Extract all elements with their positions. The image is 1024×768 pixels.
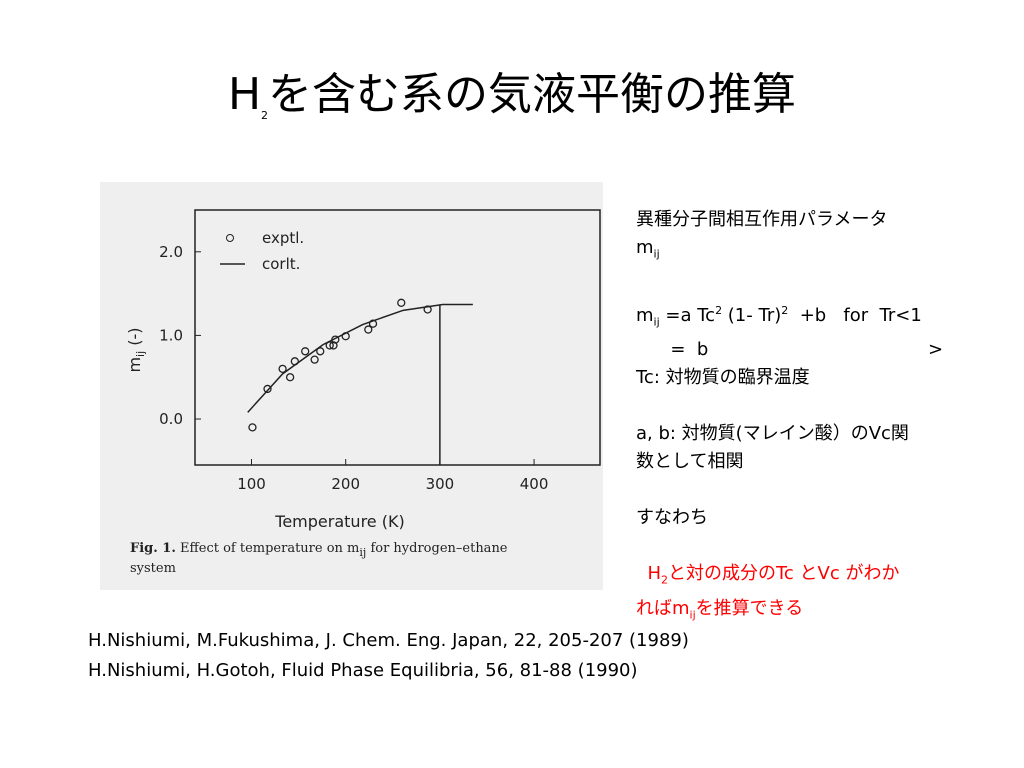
text-line: すなわち [636, 504, 996, 532]
data-point [310, 355, 319, 364]
text-run: (1- Tr) [722, 304, 782, 326]
x-axis-label: Temperature (K) [274, 512, 404, 531]
text-line: mij =a Tc2 (1- Tr)2 +b for Tr<1 [636, 297, 996, 337]
text-run: ij [653, 247, 660, 261]
text-line: Tc: 対物質の臨界温度 [636, 364, 996, 392]
text-run: ij [359, 546, 366, 559]
text-run: 2 [715, 303, 723, 317]
text-run: を含む系の気液平衡の推算 [268, 69, 797, 120]
text-run: と対の成分のTc とVc がわか [667, 563, 900, 585]
text-run: m [636, 237, 654, 258]
text-run: ij [134, 351, 147, 357]
y-tick-label: 2.0 [159, 243, 183, 261]
text-block: mij =a Tc2 (1- Tr)2 +b for Tr<1 = b > Tc: … [636, 297, 996, 393]
side-text: 異種分子間相互作用パラメータ mij mij =a Tc2 (1- Tr)2 +b … [636, 206, 996, 657]
text-run: Effect of temperature on m [176, 541, 359, 556]
data-point [301, 347, 310, 356]
text-line: a, b: 対物質(マレイン酸）のVc関 [636, 420, 996, 448]
legend-marker [226, 234, 234, 242]
text-block: すなわち [636, 504, 996, 532]
text-line: = b > [636, 336, 996, 364]
text-run: 数として相関 [636, 451, 744, 473]
text-run: a, b: 対物質(マレイン酸）のVc関 [636, 423, 909, 445]
y-tick-label: 0.0 [159, 410, 183, 428]
x-tick-label: 400 [520, 475, 549, 493]
text-run: for hydrogen–ethane [366, 541, 507, 556]
data-point [248, 423, 257, 432]
text-line: 数として相関 [636, 448, 996, 476]
text-block: 異種分子間相互作用パラメータ mij [636, 206, 996, 269]
slide-title: H2を含む系の気液平衡の推算 [0, 58, 1024, 122]
data-point [316, 347, 325, 356]
references: H.Nishiumi, M.Fukushima, J. Chem. Eng. J… [88, 626, 689, 686]
text-run: =a Tc [659, 304, 716, 326]
data-point [263, 384, 272, 394]
figure-background [100, 182, 603, 590]
text-run: (-) [125, 327, 144, 350]
text-line: ればmijを推算できる [636, 595, 996, 630]
text-run: 異種分子間相互作用パラメータ [636, 209, 888, 230]
text-run: system [130, 561, 176, 576]
text-run: を推算できる [695, 597, 804, 619]
text-run: m [672, 597, 690, 619]
text-run: Tc: 対物質の臨界温度 [636, 367, 810, 389]
data-point [329, 341, 338, 350]
text-run: m [125, 357, 144, 373]
text-run: れば [636, 597, 672, 619]
text-run: Fig. 1. [130, 541, 176, 556]
y-axis-label: mij (-) [125, 327, 147, 372]
figure-caption: system [130, 561, 176, 576]
text-line: mij [636, 234, 996, 269]
legend-label: exptl. [262, 229, 304, 247]
reference: H.Nishiumi, H.Gotoh, Fluid Phase Equilib… [88, 660, 638, 681]
right-text: > [928, 339, 944, 361]
text-line: H2と対の成分のTc とVc がわか [636, 560, 996, 595]
text-run: H [227, 69, 262, 120]
text-run: 2 [660, 573, 668, 587]
x-tick-label: 100 [237, 475, 266, 493]
text-run: すなわち [636, 507, 708, 529]
text-line: 異種分子間相互作用パラメータ [636, 206, 996, 234]
text-block: H2と対の成分のTc とVc がわか ればmijを推算できる [636, 560, 996, 629]
text-run: m [636, 304, 654, 326]
data-point [364, 325, 373, 334]
correlation-line [247, 303, 473, 413]
text-run: +b for Tr<1 [788, 304, 922, 326]
reference: H.Nishiumi, M.Fukushima, J. Chem. Eng. J… [88, 630, 689, 651]
text-run: = b [636, 339, 709, 361]
figure-caption: Fig. 1. Effect of temperature on mij for… [130, 541, 508, 559]
plot-frame [194, 209, 601, 466]
text-run: ij [653, 315, 660, 329]
text-run: ij [689, 608, 696, 622]
text-block: a, b: 対物質(マレイン酸）のVc関 数として相関 [636, 420, 996, 476]
y-tick-label: 1.0 [159, 326, 183, 344]
text-run: 2 [261, 108, 269, 122]
data-point [278, 364, 287, 374]
text-run: H [636, 563, 661, 585]
data-point [285, 373, 295, 382]
x-tick-label: 200 [331, 475, 360, 493]
text-run: 2 [781, 303, 789, 317]
data-point [397, 298, 406, 307]
x-tick-label: 300 [426, 475, 455, 493]
legend-label: corlt. [262, 255, 300, 273]
